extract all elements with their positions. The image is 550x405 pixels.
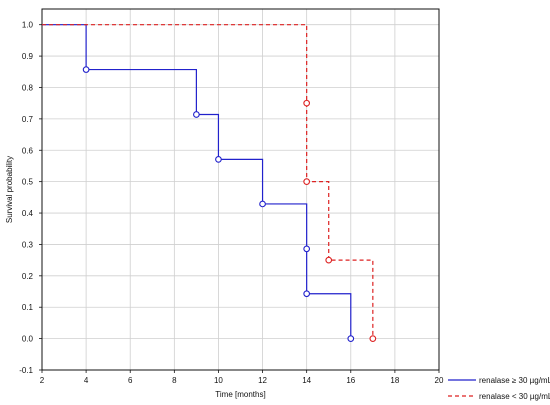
plot-frame bbox=[41, 8, 440, 371]
y-axis-label: Survival probability bbox=[5, 156, 14, 223]
series-line-renalase-high bbox=[42, 24, 352, 339]
event-marker-renalase-high bbox=[303, 245, 311, 253]
legend-label-renalase-high: renalase ≥ 30 µg/mL bbox=[479, 376, 550, 385]
y-tick-label: 0.1 bbox=[22, 303, 34, 312]
legend: renalase ≥ 30 µg/mL renalase < 30 µg/mL bbox=[448, 376, 550, 401]
legend-label-renalase-low: renalase < 30 µg/mL bbox=[479, 392, 550, 401]
y-tick-label: 0.4 bbox=[22, 209, 34, 218]
event-marker-renalase-high bbox=[82, 66, 90, 73]
event-marker-renalase-low bbox=[303, 99, 311, 107]
event-marker-renalase-high bbox=[193, 111, 200, 118]
x-tick-label: 16 bbox=[346, 376, 355, 385]
x-tick-label: 10 bbox=[214, 376, 223, 385]
event-marker-renalase-high bbox=[303, 290, 311, 298]
x-tick-label: 8 bbox=[172, 376, 177, 385]
x-axis-label: Time [months] bbox=[215, 390, 265, 399]
event-marker-renalase-high bbox=[215, 156, 222, 163]
x-tick-label: 20 bbox=[435, 376, 444, 385]
x-tick-label: 6 bbox=[128, 376, 133, 385]
x-tick-label: 4 bbox=[84, 376, 89, 385]
x-tick-label: 2 bbox=[40, 376, 45, 385]
event-marker-renalase-high bbox=[259, 200, 266, 208]
y-tick-label: 0.0 bbox=[22, 335, 34, 344]
y-tick-label: 0.8 bbox=[22, 83, 34, 92]
event-marker-renalase-low bbox=[303, 178, 311, 186]
event-marker-renalase-low bbox=[325, 256, 333, 264]
series-layer bbox=[42, 24, 377, 342]
y-tick-label: 1.0 bbox=[22, 21, 34, 30]
event-marker-renalase-high bbox=[347, 335, 355, 342]
x-tick-label: 18 bbox=[390, 376, 399, 385]
axis-ticks: 2 4 6 8 10 12 14 16 18 20 -0.1 0.0 0.1 0.2 0.3 0.4 0.5 0.… bbox=[19, 21, 444, 385]
grid-lines bbox=[42, 9, 439, 371]
y-tick-label: 0.5 bbox=[22, 178, 34, 187]
event-marker-renalase-low bbox=[369, 335, 377, 342]
y-tick-label: 0.9 bbox=[22, 52, 34, 61]
y-tick-label: 0.7 bbox=[22, 115, 34, 124]
x-tick-label: 14 bbox=[302, 376, 311, 385]
y-tick-label: 0.3 bbox=[22, 240, 34, 249]
y-tick-label: 0.6 bbox=[22, 146, 34, 155]
y-tick-label: 0.2 bbox=[22, 272, 34, 281]
x-tick-label: 12 bbox=[258, 376, 267, 385]
y-tick-label: -0.1 bbox=[19, 366, 33, 375]
